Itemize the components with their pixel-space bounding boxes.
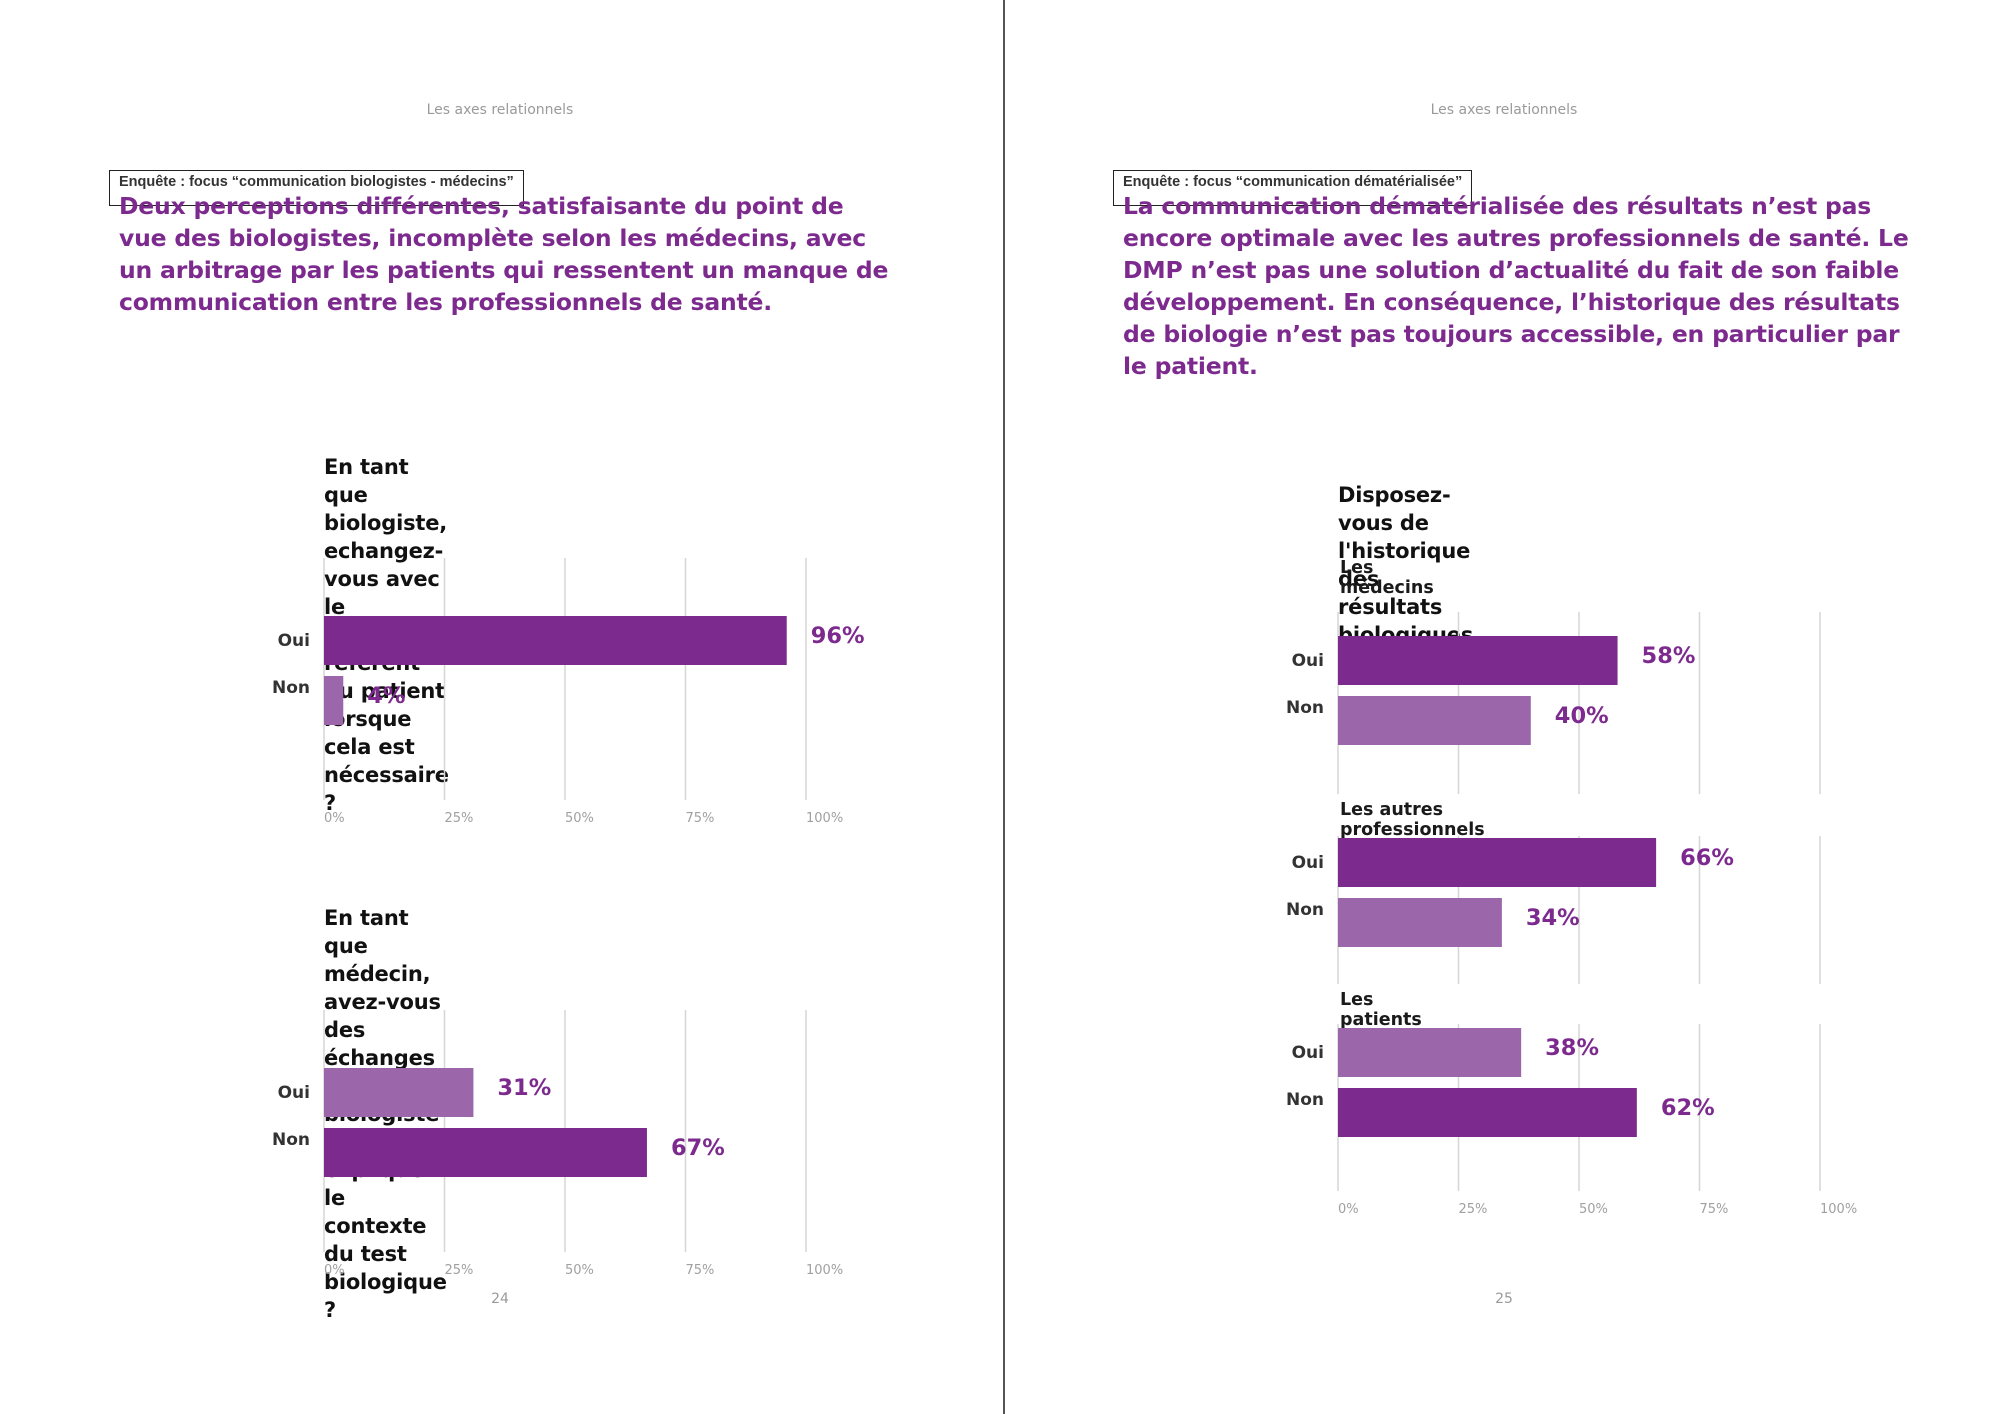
tick-label: 50% bbox=[1579, 1202, 1608, 1217]
bar-non bbox=[1338, 696, 1531, 745]
page-number: 24 bbox=[491, 1291, 509, 1307]
tick-label: 50% bbox=[565, 811, 594, 826]
plot-svg: 0% 25% 50% 75% 100% Oui 96% Non 4% bbox=[272, 558, 865, 826]
page-divider bbox=[1003, 0, 1005, 1414]
bar-oui bbox=[1338, 636, 1618, 685]
bar-non bbox=[1338, 898, 1502, 947]
bar-oui bbox=[324, 616, 787, 665]
plot-svg: 0% 25% 50% 75% 100% Oui 38% Non 62% bbox=[1286, 1024, 1857, 1217]
bar-non bbox=[324, 1128, 647, 1177]
category-label: Non bbox=[272, 678, 310, 698]
value-label: 38% bbox=[1545, 1035, 1599, 1061]
value-label: 4% bbox=[367, 683, 405, 709]
tick-label: 0% bbox=[324, 1263, 345, 1278]
group-title-medecins: Les médecins bbox=[1340, 558, 1434, 598]
value-label: 58% bbox=[1642, 643, 1696, 669]
headline: Deux perceptions différentes, satisfaisa… bbox=[119, 192, 889, 316]
running-header: Les axes relationnels bbox=[426, 102, 574, 118]
category-label: Oui bbox=[1292, 1043, 1324, 1063]
page-number: 25 bbox=[1495, 1291, 1513, 1307]
tick-label: 100% bbox=[806, 811, 843, 826]
value-label: 62% bbox=[1661, 1095, 1715, 1121]
category-label: Oui bbox=[1292, 651, 1324, 671]
tick-label: 75% bbox=[686, 1263, 715, 1278]
bar-non bbox=[1338, 1088, 1637, 1137]
value-label: 34% bbox=[1526, 905, 1580, 931]
value-label: 66% bbox=[1680, 845, 1734, 871]
plot-area-patients: 0% 25% 50% 75% 100% Oui 38% Non 62% bbox=[1286, 1024, 1857, 1219]
bar-non bbox=[324, 676, 344, 725]
running-header: Les axes relationnels bbox=[1430, 102, 1578, 118]
plot-svg: Oui 58% Non 40% bbox=[1286, 612, 1821, 794]
plot-svg: 0% 25% 50% 75% 100% Oui 31% Non 67% bbox=[272, 1010, 843, 1278]
tick-label: 0% bbox=[324, 811, 345, 826]
value-label: 96% bbox=[811, 623, 865, 649]
focus-tag: Enquête : focus “communication dématéria… bbox=[1113, 170, 1473, 206]
right-page: Les axes relationnels Enquête : focus “c… bbox=[1004, 0, 2000, 1414]
left-page: Les axes relationnels Enquête : focus “c… bbox=[109, 102, 889, 1322]
plot-area-medecins: Oui 58% Non 40% bbox=[1286, 612, 1828, 794]
focus-tag: Enquête : focus “communication biologist… bbox=[109, 170, 524, 206]
tick-label: 100% bbox=[806, 1263, 843, 1278]
plot-area: 0% 25% 50% 75% 100% Oui 31% Non 67% bbox=[272, 1010, 843, 1280]
tick-label: 50% bbox=[565, 1263, 594, 1278]
tick-label: 25% bbox=[445, 811, 474, 826]
value-label: 31% bbox=[497, 1075, 551, 1101]
category-label: Non bbox=[1286, 900, 1324, 920]
bar-oui bbox=[1338, 838, 1657, 887]
value-label: 67% bbox=[671, 1135, 725, 1161]
category-label: Oui bbox=[278, 1083, 310, 1103]
category-label: Non bbox=[1286, 1090, 1324, 1110]
plot-svg: Oui 66% Non 34% bbox=[1286, 836, 1821, 984]
plot-area: 0% 25% 50% 75% 100% Oui 96% Non 4% bbox=[272, 558, 865, 828]
category-label: Non bbox=[272, 1130, 310, 1150]
value-label: 40% bbox=[1555, 703, 1609, 729]
category-label: Oui bbox=[1292, 853, 1324, 873]
tick-label: 25% bbox=[1459, 1202, 1488, 1217]
category-label: Oui bbox=[278, 631, 310, 651]
tick-label: 75% bbox=[686, 811, 715, 826]
tick-label: 75% bbox=[1700, 1202, 1729, 1217]
tick-label: 25% bbox=[445, 1263, 474, 1278]
group-title-patients: Les patients bbox=[1340, 990, 1422, 1030]
bar-oui bbox=[1338, 1028, 1522, 1077]
bar-oui bbox=[324, 1068, 474, 1117]
chart-title: Disposez-vous de l'historique des résult… bbox=[1338, 483, 1474, 675]
tick-label: 0% bbox=[1338, 1202, 1359, 1217]
category-label: Non bbox=[1286, 698, 1324, 718]
plot-area-autres-professionnels: Oui 66% Non 34% bbox=[1286, 836, 1828, 984]
headline: La communication dématérialisée des résu… bbox=[1123, 192, 1909, 380]
tick-label: 100% bbox=[1820, 1202, 1857, 1217]
